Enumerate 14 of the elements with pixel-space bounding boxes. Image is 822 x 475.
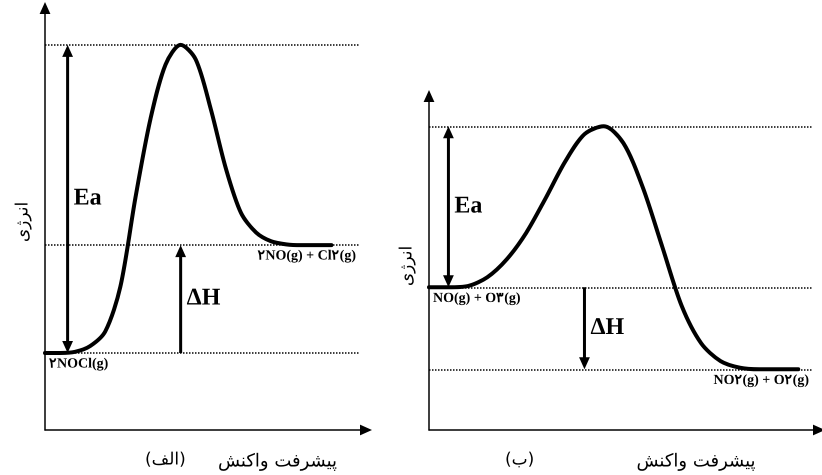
ref-line-label: NO(g) + O۳(g) bbox=[433, 290, 521, 306]
y-axis-title: انرژی bbox=[396, 246, 416, 286]
annotation: Ea bbox=[454, 192, 482, 218]
ref-line-label: NO۲(g) + O۲(g) bbox=[713, 372, 810, 388]
annotation: ΔH bbox=[590, 314, 625, 340]
text: (ب) bbox=[505, 450, 534, 470]
text: (الف) bbox=[145, 450, 186, 470]
annotation: Ea bbox=[74, 184, 102, 210]
ref-line-label: ۲NOCl(g) bbox=[49, 356, 109, 372]
x-axis-title: پیشرفت واکنش bbox=[218, 450, 338, 472]
y-axis-title: انرژی bbox=[12, 202, 32, 242]
ref-line-label: ۲NO(g) + Cl۲(g) bbox=[257, 248, 356, 264]
annotation: ΔH bbox=[186, 284, 221, 311]
x-axis-title: پیشرفت واکنش bbox=[636, 450, 756, 472]
